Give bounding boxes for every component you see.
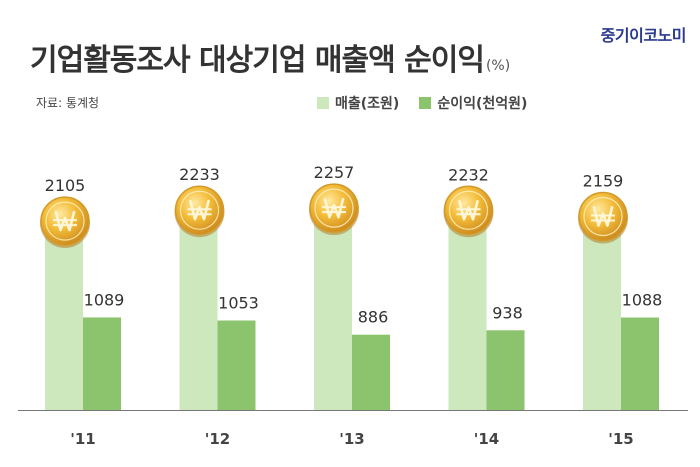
won-coin-icon [174, 185, 225, 238]
legend-swatch-sales [317, 97, 329, 109]
data-label-sales: 2257 [314, 163, 355, 182]
x-tick-label: '14 [474, 430, 499, 448]
data-label-profit: 1053 [218, 293, 259, 312]
x-tick-label: '15 [608, 430, 633, 448]
chart-title: 기업활동조사 대상기업 매출액 순이익 (%) [30, 35, 510, 79]
bar-profit [83, 317, 121, 410]
x-tick-label: '13 [339, 430, 364, 448]
source-note: 자료: 통계청 [36, 96, 100, 110]
bar-profit [486, 330, 525, 410]
won-coin-icon [40, 196, 90, 249]
data-label-profit: 1088 [622, 291, 663, 310]
won-coin-icon [578, 191, 628, 244]
bar-profit [217, 320, 256, 410]
data-label-sales: 2159 [583, 171, 624, 190]
bar-profit [352, 334, 390, 410]
bar-sales [448, 220, 487, 410]
legend-label-sales: 매출(조원) [335, 96, 400, 112]
bar-sales [314, 218, 352, 410]
legend-item-sales: 매출(조원) [317, 93, 399, 113]
bar-sales [45, 231, 83, 410]
bar-sales [179, 220, 218, 410]
x-tick-label: '11 [70, 430, 95, 448]
data-label-sales: 2232 [448, 165, 489, 184]
x-tick-label: '12 [205, 430, 230, 448]
won-coin-icon [443, 185, 494, 238]
brand-logo: 중기이코노미 [600, 26, 687, 45]
chart-legend: 매출(조원) 순이익(천억원) [317, 93, 547, 113]
data-label-sales: 2233 [179, 165, 220, 184]
legend-swatch-profit [419, 97, 432, 109]
bar-sales [583, 226, 621, 410]
legend-label-profit: 순이익(천억원) [437, 96, 528, 112]
data-label-profit: 938 [492, 303, 523, 322]
won-coin-icon [309, 183, 359, 236]
bar-profit [621, 317, 659, 410]
chart-title-unit: (%) [485, 58, 511, 74]
chart-title-text: 기업활동조사 대상기업 매출액 순이익 [30, 43, 485, 78]
data-label-profit: 1089 [84, 290, 125, 309]
data-label-sales: 2105 [45, 176, 86, 195]
data-label-profit: 886 [358, 308, 389, 327]
legend-item-profit: 순이익(천억원) [419, 93, 527, 113]
